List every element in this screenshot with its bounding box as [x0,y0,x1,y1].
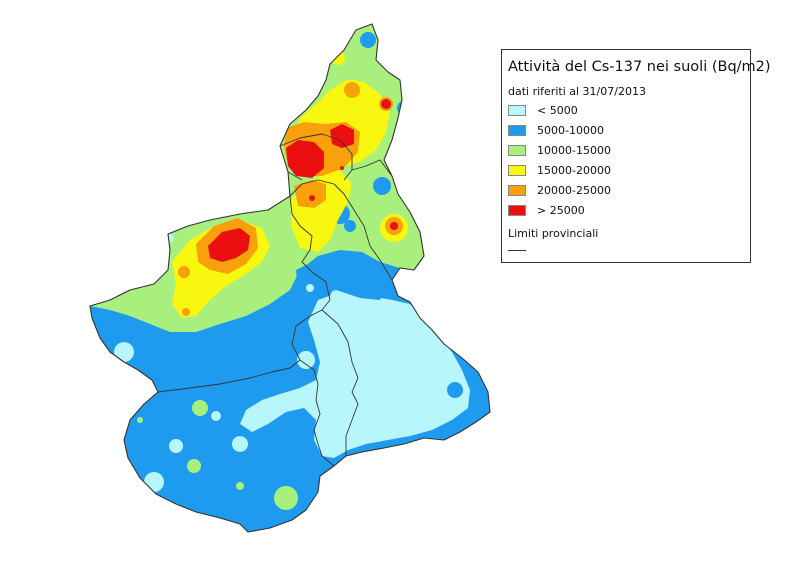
legend-label: 15000-20000 [537,164,611,177]
legend-label: 20000-25000 [537,184,611,197]
legend-swatch [508,205,526,216]
provincial-boundaries [89,23,491,533]
legend-swatch [508,125,526,136]
legend-swatch [508,165,526,176]
legend-boundary-label: Limiti provinciali [508,227,599,240]
legend-item-10000-15000: 10000-15000 [508,144,738,159]
legend-item-15000-20000: 15000-20000 [508,164,738,179]
legend-item-5000-10000: 5000-10000 [508,124,738,139]
legend-subtitle: dati riferiti al 31/07/2013 [508,85,646,98]
legend-swatch [508,145,526,156]
legend-label: > 25000 [537,204,585,217]
legend-label: 5000-10000 [537,124,604,137]
legend-swatch [508,105,526,116]
legend-title: Attività del Cs-137 nei suoli (Bq/m2) [508,59,771,75]
legend-label: 10000-15000 [537,144,611,157]
legend-swatch [508,185,526,196]
legend-label: < 5000 [537,104,578,117]
legend-boundary-line [508,250,526,251]
legend-item-lt5000: < 5000 [508,104,738,119]
legend-item-gt25000: > 25000 [508,204,738,219]
map-legend: Attività del Cs-137 nei suoli (Bq/m2) da… [501,49,771,263]
legend-item-20000-25000: 20000-25000 [508,184,738,199]
